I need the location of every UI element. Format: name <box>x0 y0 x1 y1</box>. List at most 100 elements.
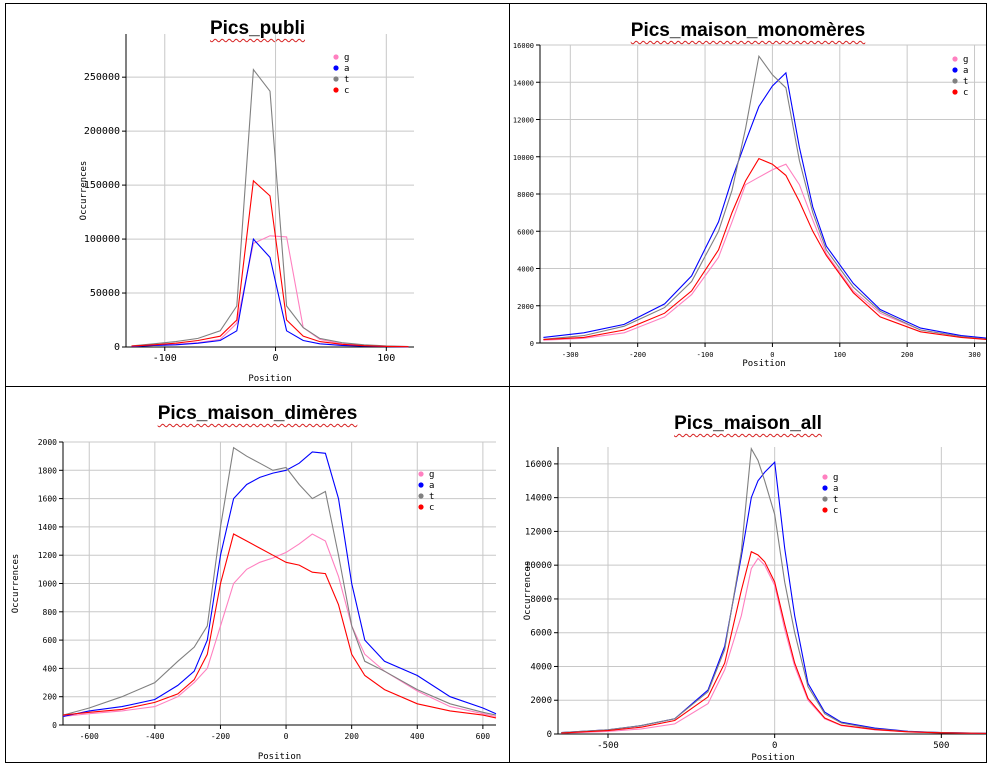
legend-marker-c <box>418 504 424 510</box>
y-tick-label: 16000 <box>513 42 534 50</box>
series-line-a <box>131 237 409 348</box>
y-tick-label: 8000 <box>517 191 534 199</box>
y-tick-label: 1600 <box>38 495 57 504</box>
legend-label-t: t <box>833 495 838 505</box>
y-tick-label: 6000 <box>517 228 534 236</box>
legend-marker-g <box>418 471 424 477</box>
legend-marker-g <box>333 54 339 60</box>
legend-marker-a <box>822 485 828 491</box>
series-line-a <box>543 71 986 339</box>
chart-title: Pics_maison_monomères <box>630 20 866 41</box>
legend-marker-t <box>418 493 424 499</box>
y-tick-label: 600 <box>43 636 58 645</box>
y-tick-label: 250000 <box>84 72 120 83</box>
x-axis-label: Position <box>258 752 301 762</box>
y-tick-label: 4000 <box>517 266 534 274</box>
x-axis-label: Position <box>742 359 785 369</box>
y-tick-label: 14000 <box>525 494 552 504</box>
chart-svg: 0200040006000800010000120001400016000-30… <box>513 42 986 369</box>
series-line-g <box>543 163 986 341</box>
y-axis-label: Occurrences <box>79 161 89 221</box>
y-tick-label: 0 <box>530 340 534 348</box>
x-tick-label: -300 <box>562 351 579 359</box>
panel-maison-all: Pics_maison_all 0 2000 4000 6000 8000 10000 12… <box>509 386 987 763</box>
x-tick-label: -400 <box>145 732 164 741</box>
y-tick-label: 14000 <box>513 79 534 87</box>
x-tick-label: 500 <box>933 741 949 751</box>
y-tick-label: 2000 <box>517 303 534 311</box>
series-line-t <box>131 68 409 348</box>
legend-label-g: g <box>344 53 349 63</box>
x-tick-label: -600 <box>80 732 99 741</box>
y-tick-label: 200000 <box>84 126 120 137</box>
x-tick-label: -100 <box>697 351 714 359</box>
x-tick-label: 100 <box>833 351 846 359</box>
y-tick-label: 1000 <box>38 580 57 589</box>
chart-svg: 0200400600800100012001400160018002000-60… <box>11 438 497 762</box>
legend-marker-c <box>822 507 828 513</box>
chart-title: Pics_maison_all <box>674 413 822 434</box>
y-tick-label: 6000 <box>530 629 552 639</box>
legend-marker-t <box>822 496 828 502</box>
series-line-t <box>561 446 986 734</box>
y-tick-label: 0 <box>52 721 57 730</box>
legend-marker-g <box>952 56 958 62</box>
series-line-g <box>62 533 497 718</box>
x-tick-label: 0 <box>770 351 774 359</box>
y-tick-label: 1800 <box>38 466 57 475</box>
x-tick-label: -200 <box>211 732 230 741</box>
series-line-g <box>131 235 409 348</box>
x-tick-label: 100 <box>377 353 395 364</box>
legend-label-t: t <box>429 492 434 502</box>
legend-marker-g <box>822 474 828 480</box>
legend-label-c: c <box>833 506 838 516</box>
legend-marker-c <box>333 87 339 93</box>
x-axis-label: Position <box>751 753 794 763</box>
legend-marker-a <box>333 65 339 71</box>
series-line-a <box>561 460 986 734</box>
y-tick-label: 800 <box>43 608 58 617</box>
x-tick-label: -200 <box>629 351 646 359</box>
y-tick-label: 50000 <box>90 288 120 299</box>
y-axis-label: Occurrences <box>523 561 533 621</box>
x-axis-label: Position <box>248 374 291 384</box>
legend-label-c: c <box>429 503 434 513</box>
legend-label-g: g <box>833 473 838 483</box>
panel-maison-monomeres: Pics_maison_monomères 0 2000 4000 6000 8000 1… <box>509 3 987 387</box>
y-tick-label: 0 <box>114 342 120 353</box>
legend-label-a: a <box>833 484 838 494</box>
legend-label-a: a <box>344 64 349 74</box>
x-tick-label: -100 <box>153 353 177 364</box>
legend-label-c: c <box>344 86 349 96</box>
series-line-t <box>543 54 986 340</box>
x-tick-label: 0 <box>284 732 289 741</box>
legend-marker-t <box>952 78 958 84</box>
x-tick-label: 0 <box>772 741 777 751</box>
legend-label-t: t <box>963 77 968 87</box>
chart-title: Pics_publi <box>209 18 306 39</box>
y-tick-label: 2000 <box>38 438 57 447</box>
x-tick-label: -500 <box>597 741 619 751</box>
x-tick-label: 0 <box>273 353 279 364</box>
y-tick-label: 12000 <box>513 117 534 125</box>
y-tick-label: 8000 <box>530 595 552 605</box>
y-tick-label: 16000 <box>525 460 552 470</box>
chart-svg: 0 50000 100000 150000 200000 250000 -100 0 100 Po… <box>79 34 414 384</box>
series-line-c <box>131 179 409 348</box>
y-tick-label: 12000 <box>525 527 552 537</box>
legend-label-t: t <box>344 75 349 85</box>
legend-label-g: g <box>429 470 434 480</box>
y-tick-label: 10000 <box>525 561 552 571</box>
legend-label-a: a <box>429 481 434 491</box>
legend-marker-t <box>333 76 339 82</box>
x-tick-label: 200 <box>901 351 914 359</box>
series-line-c <box>62 533 497 719</box>
legend-label-a: a <box>963 66 968 76</box>
legend-marker-a <box>952 67 958 73</box>
y-tick-label: 200 <box>43 693 58 702</box>
x-tick-label: 200 <box>344 732 359 741</box>
y-tick-label: 10000 <box>513 154 534 162</box>
series-line-c <box>561 550 986 734</box>
y-tick-label: 150000 <box>84 180 120 191</box>
